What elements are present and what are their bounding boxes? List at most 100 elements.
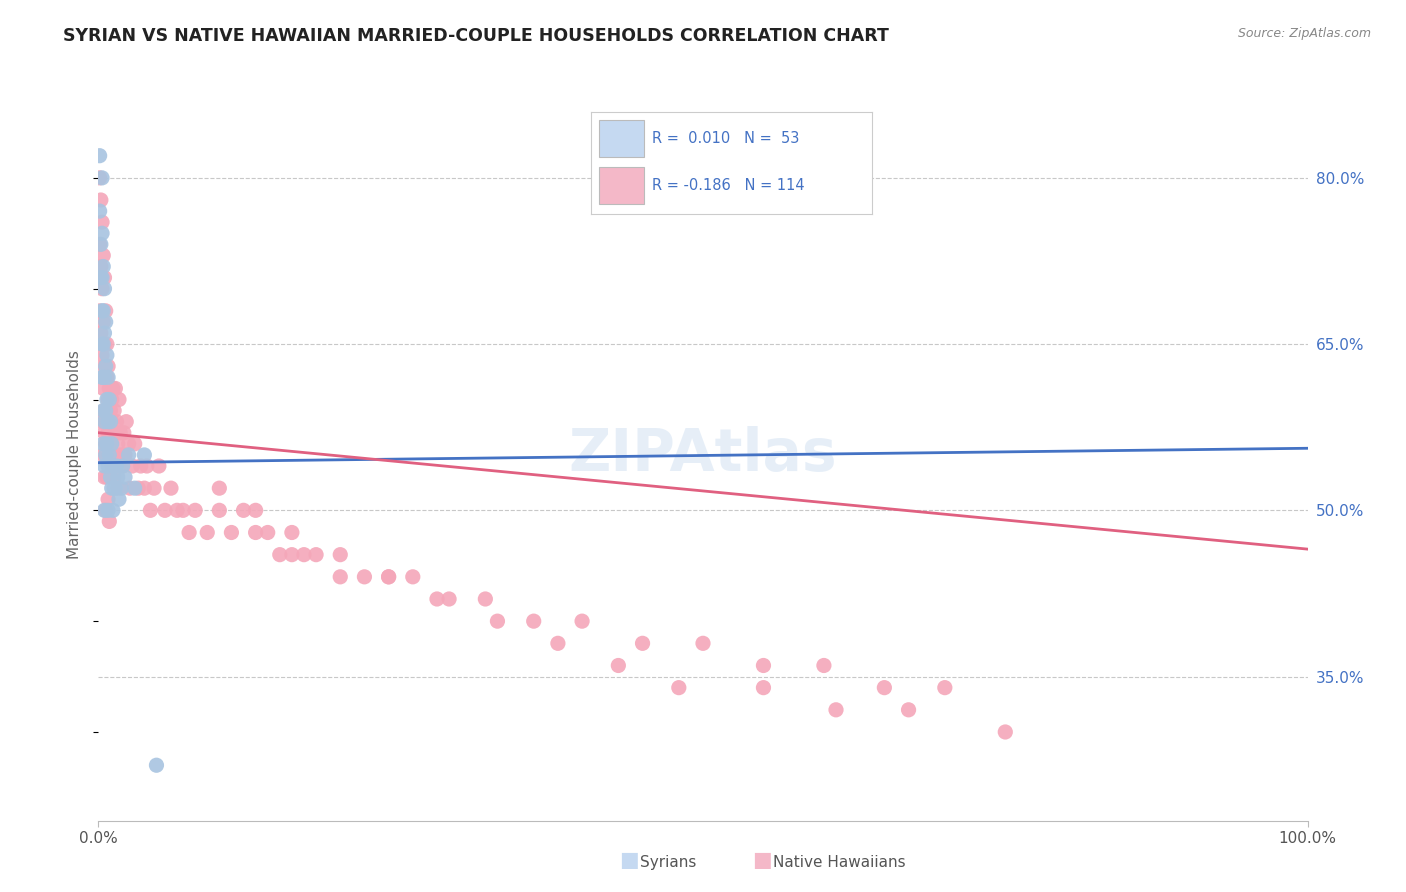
Point xyxy=(148,458,170,473)
Point xyxy=(813,658,835,673)
Point xyxy=(934,681,956,695)
Point xyxy=(90,260,112,274)
Point xyxy=(124,481,146,495)
Point xyxy=(101,503,124,517)
Point xyxy=(93,503,115,517)
Point xyxy=(93,458,115,473)
Point xyxy=(91,337,114,351)
Point xyxy=(98,381,121,395)
Point xyxy=(93,370,115,384)
Point xyxy=(96,348,118,362)
Point xyxy=(104,481,127,495)
Point xyxy=(90,270,112,285)
Point xyxy=(91,315,114,329)
Point xyxy=(145,758,167,772)
Point xyxy=(377,570,399,584)
Point xyxy=(825,703,848,717)
Point xyxy=(96,403,118,417)
Point xyxy=(134,448,156,462)
Point xyxy=(100,425,122,440)
Point xyxy=(153,503,176,517)
Text: ■: ■ xyxy=(619,850,638,870)
Point xyxy=(91,227,114,241)
Point xyxy=(111,458,134,473)
Point xyxy=(89,170,111,185)
Text: Syrians: Syrians xyxy=(640,855,696,870)
Point xyxy=(96,392,118,407)
Y-axis label: Married-couple Households: Married-couple Households xyxy=(67,351,83,559)
Point xyxy=(118,481,141,495)
Point xyxy=(94,437,117,451)
Point xyxy=(94,503,117,517)
Point xyxy=(281,525,304,540)
Point xyxy=(111,458,134,473)
Point xyxy=(114,448,136,462)
Point xyxy=(91,381,114,395)
Text: Source: ZipAtlas.com: Source: ZipAtlas.com xyxy=(1237,27,1371,40)
Point xyxy=(98,515,121,529)
Point xyxy=(752,681,775,695)
Point xyxy=(107,470,129,484)
Point xyxy=(329,548,352,562)
Point xyxy=(93,282,115,296)
Point xyxy=(232,503,254,517)
Point xyxy=(245,503,267,517)
Point xyxy=(100,437,122,451)
Point xyxy=(89,204,111,219)
Point xyxy=(124,437,146,451)
Point xyxy=(90,326,112,340)
Point xyxy=(486,614,509,628)
Point xyxy=(139,503,162,517)
Point xyxy=(98,448,121,462)
Point xyxy=(91,270,114,285)
Point xyxy=(143,481,166,495)
Point xyxy=(101,458,124,473)
Point xyxy=(91,403,114,417)
FancyBboxPatch shape xyxy=(599,120,644,157)
Point xyxy=(91,215,114,229)
Point xyxy=(91,348,114,362)
Point xyxy=(97,392,120,407)
Text: ■: ■ xyxy=(752,850,772,870)
Point xyxy=(103,470,125,484)
Point xyxy=(90,237,112,252)
Point xyxy=(692,636,714,650)
Point xyxy=(873,681,896,695)
Point xyxy=(91,370,114,384)
Point xyxy=(93,337,115,351)
Point xyxy=(269,548,291,562)
Point xyxy=(114,470,136,484)
Point xyxy=(93,326,115,340)
Text: SYRIAN VS NATIVE HAWAIIAN MARRIED-COUPLE HOUSEHOLDS CORRELATION CHART: SYRIAN VS NATIVE HAWAIIAN MARRIED-COUPLE… xyxy=(63,27,889,45)
Point xyxy=(437,592,460,607)
Point xyxy=(631,636,654,650)
Point xyxy=(221,525,243,540)
Point xyxy=(752,658,775,673)
Point xyxy=(166,503,188,517)
FancyBboxPatch shape xyxy=(599,167,644,204)
Point xyxy=(100,415,122,429)
Point xyxy=(94,303,117,318)
Text: R = -0.186   N = 114: R = -0.186 N = 114 xyxy=(652,178,806,193)
Point xyxy=(97,370,120,384)
Point xyxy=(208,503,231,517)
Point xyxy=(94,370,117,384)
Point xyxy=(292,548,315,562)
Point xyxy=(97,458,120,473)
Point xyxy=(571,614,593,628)
Point xyxy=(112,425,135,440)
Point xyxy=(104,425,127,440)
Point xyxy=(97,425,120,440)
Point xyxy=(93,470,115,484)
Point xyxy=(994,725,1017,739)
Point xyxy=(184,503,207,517)
Point xyxy=(104,381,127,395)
Point xyxy=(107,437,129,451)
Point xyxy=(96,470,118,484)
Point xyxy=(129,458,152,473)
Point xyxy=(108,425,131,440)
Point xyxy=(195,525,218,540)
Point xyxy=(118,437,141,451)
Point xyxy=(105,458,128,473)
Text: R =  0.010   N =  53: R = 0.010 N = 53 xyxy=(652,130,800,145)
